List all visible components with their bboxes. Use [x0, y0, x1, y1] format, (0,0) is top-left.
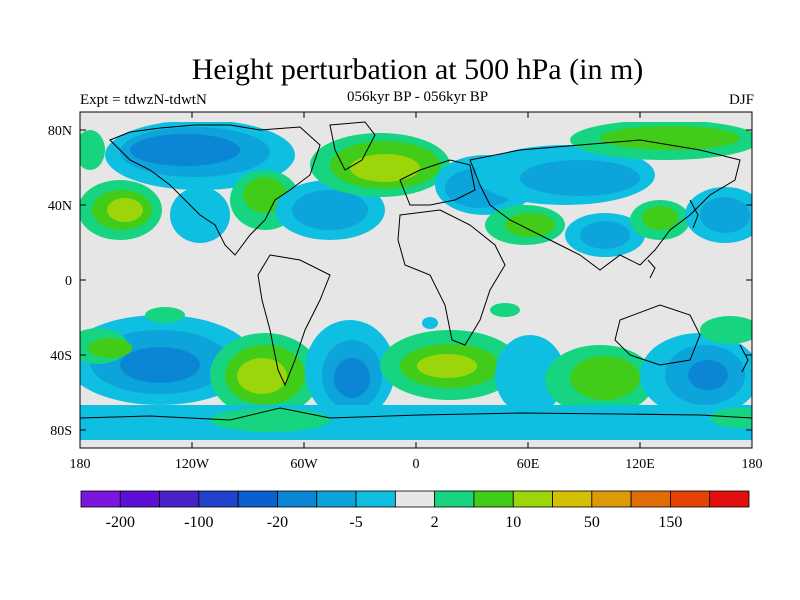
- anomaly-sw-green-2: [88, 338, 132, 358]
- lon-tick-label: 120W: [175, 457, 210, 472]
- lat-tick-label: 40S: [50, 349, 72, 364]
- anomaly-indian-ocean-3: [570, 356, 640, 400]
- coast-antarctica: [80, 407, 752, 421]
- colorbar-swatch: [670, 490, 711, 508]
- axis-ticks: 180 120W 60W 0 60E 120E 180 80N 40N 0 40S 80S: [48, 112, 763, 472]
- colorbar-swatch: [198, 490, 239, 508]
- colorbar-swatch: [434, 490, 475, 508]
- colorbar-label: -20: [267, 514, 288, 531]
- colorbar-swatch: [709, 490, 750, 508]
- colorbar-swatch: [277, 490, 318, 508]
- colorbar-swatch: [80, 490, 121, 508]
- colorbar-swatch: [552, 490, 593, 508]
- colorbar-swatch: [119, 490, 160, 508]
- anomaly-antarctic-green-2: [710, 408, 752, 428]
- anomaly-east-asia-2: [642, 206, 678, 230]
- lat-tick-label: 80N: [48, 124, 72, 139]
- anomaly-middle-east-2: [505, 213, 555, 237]
- coast-africa: [397, 209, 506, 346]
- anomaly-tropical-patch-3: [490, 303, 520, 317]
- anomaly-south-africa-3: [417, 354, 477, 378]
- colorbar-swatch: [473, 490, 514, 508]
- colorbar-label: 10: [505, 514, 521, 531]
- anomaly-north-america-3: [130, 134, 240, 166]
- coastlines: [80, 121, 752, 421]
- colorbar-label: -200: [106, 514, 135, 531]
- anomaly-bering-green: [80, 130, 105, 170]
- lat-tick-label: 40N: [48, 199, 72, 214]
- colorbar-swatch: [237, 490, 278, 508]
- lon-tick-label: 180: [70, 457, 91, 472]
- colorbar-swatch: [394, 490, 436, 508]
- anomaly-north-atlantic-2: [292, 190, 368, 230]
- map-subtitle: 056kyr BP - 056kyr BP: [346, 89, 489, 105]
- colorbar-label: 150: [658, 514, 682, 531]
- anomaly-south-atlantic-3: [334, 358, 370, 398]
- colorbar-label: -5: [349, 514, 362, 531]
- colorbar-swatch: [355, 490, 396, 508]
- lon-tick-label: 120E: [625, 457, 655, 472]
- coast-australia: [614, 304, 701, 366]
- anomaly-arctic-asia-2: [600, 126, 740, 150]
- anomaly-south-pacific-3: [120, 347, 200, 383]
- lon-tick-label: 60W: [290, 457, 318, 472]
- map-title: Height perturbation at 500 hPa (in m): [191, 53, 644, 86]
- experiment-label: Expt = tdwzN-tdwtN: [80, 92, 207, 108]
- lat-tick-label: 80S: [50, 424, 72, 439]
- anomaly-siberia-2: [520, 160, 640, 196]
- anomaly-north-pacific-3: [107, 198, 143, 222]
- anomaly-antarctic-green: [210, 408, 330, 432]
- anomaly-asia-2: [580, 221, 630, 249]
- anomaly-eastern-us-2: [243, 177, 287, 213]
- colorbar-swatch: [630, 490, 671, 508]
- anomaly-south-america-3: [237, 358, 287, 394]
- coast-asia: [469, 139, 741, 271]
- height-anomaly-field: [80, 112, 752, 448]
- coast-japan: [689, 199, 699, 229]
- anomaly-tropical-patch-1: [145, 307, 185, 323]
- anomaly-tropical-patch-2: [422, 317, 438, 329]
- coast-greenland: [329, 121, 376, 171]
- lon-tick-label: 60E: [517, 457, 540, 472]
- colorbar: -200 -100 -20 -5 2 10 50 150: [80, 490, 750, 531]
- coast-new-zealand: [739, 344, 749, 373]
- coast-north-america: [109, 124, 321, 256]
- colorbar-label: 50: [584, 514, 600, 531]
- anomaly-tasman-green: [700, 316, 752, 344]
- anomaly-greenland-3: [350, 154, 420, 182]
- colorbar-swatch: [316, 490, 357, 508]
- colorbar-swatch: [512, 490, 553, 508]
- lon-tick-label: 180: [742, 457, 763, 472]
- colorbar-label: -100: [184, 514, 213, 531]
- lon-tick-label: 0: [413, 457, 420, 472]
- colorbar-swatch: [159, 490, 200, 508]
- anomaly-australia-south-3: [688, 360, 728, 390]
- anomaly-antarctic-band: [80, 405, 752, 445]
- season-label: DJF: [728, 92, 754, 108]
- anomaly-indian-ocean-1: [495, 335, 565, 415]
- coast-europe: [399, 159, 476, 206]
- coast-philippines: [647, 259, 656, 279]
- lat-tick-label: 0: [65, 274, 72, 289]
- anomaly-nw-pacific-2: [700, 197, 750, 233]
- colorbar-swatch: [591, 490, 632, 508]
- colorbar-label: 2: [431, 514, 439, 531]
- coast-south-america: [257, 254, 331, 387]
